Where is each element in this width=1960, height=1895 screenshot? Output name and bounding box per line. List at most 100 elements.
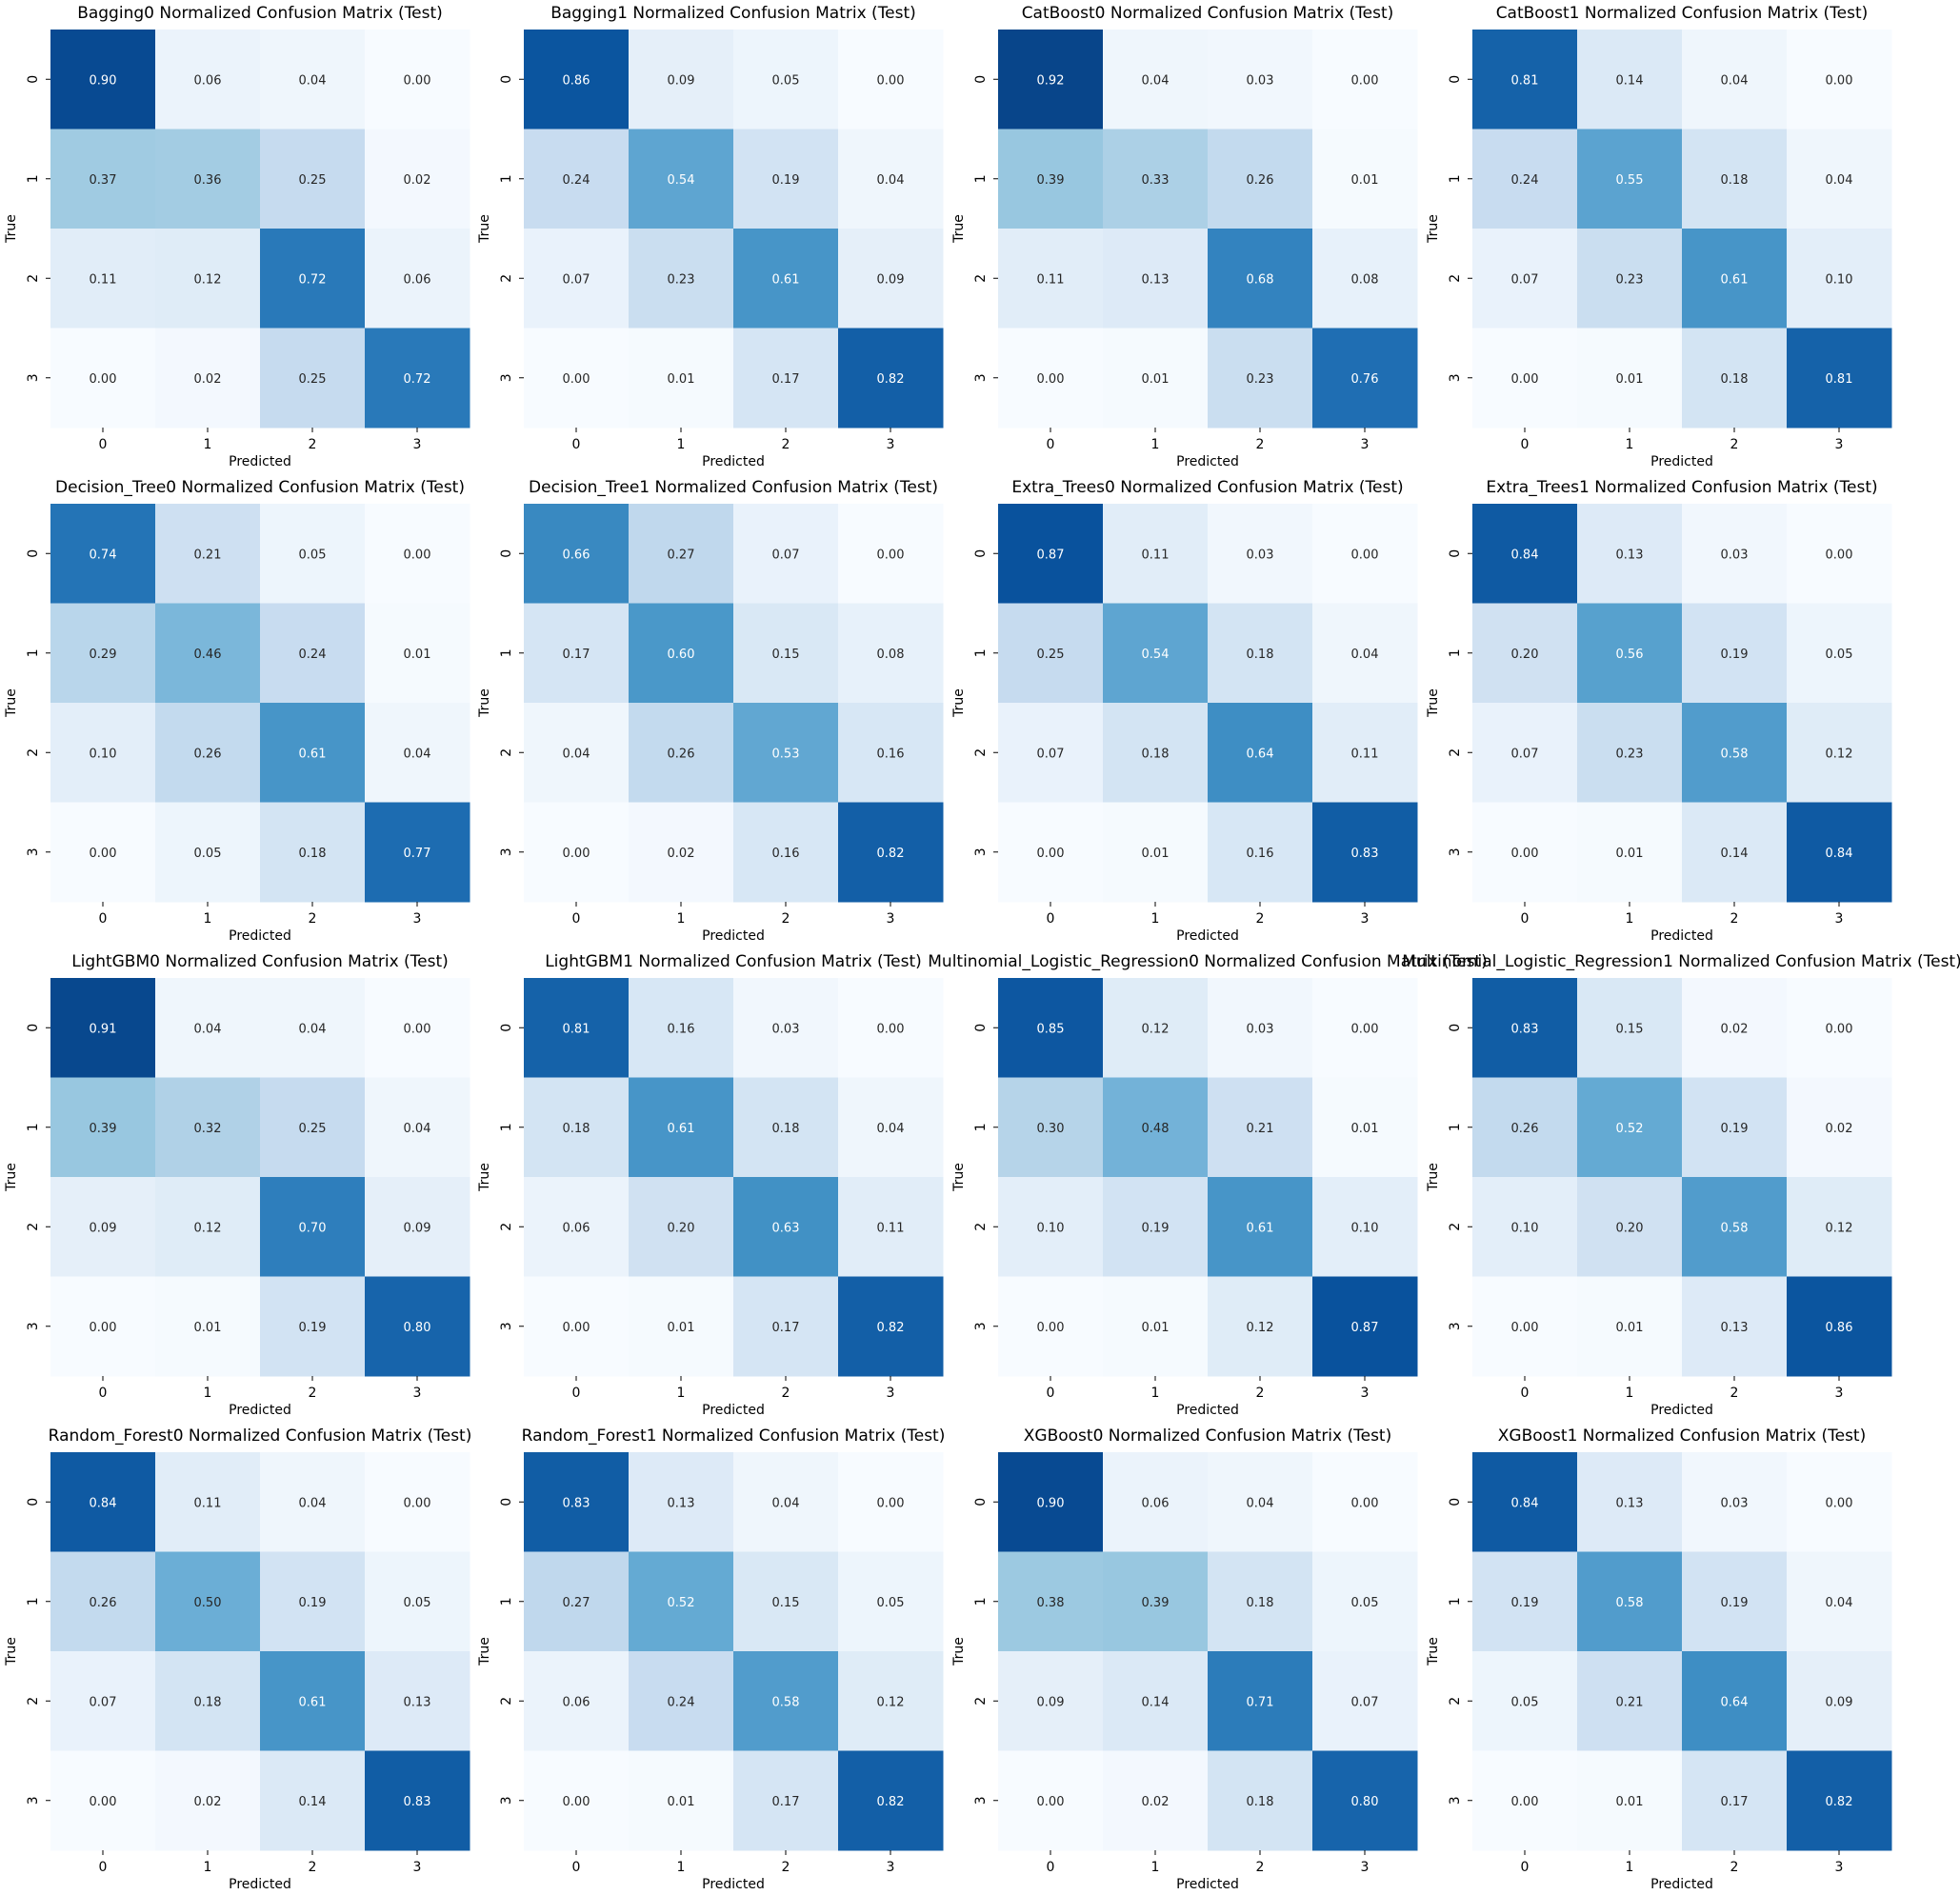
cell-value-label: 0.04 [1247,1496,1274,1510]
y-tick-label: 1 [26,174,41,183]
cell-value-label: 0.04 [299,73,327,88]
x-axis-label: Predicted [1176,1403,1239,1418]
heatmap-cell [998,504,1104,604]
heatmap-cell [50,802,156,903]
heatmap-cell [1577,129,1683,229]
heatmap-cell [50,504,156,604]
cell-value-label: 0.61 [668,1122,695,1136]
x-tick-label: 2 [1730,1386,1739,1401]
cell-value-label: 0.61 [299,747,327,761]
cell-value-label: 0.91 [90,1022,117,1036]
heatmap-cell [365,1750,470,1851]
cell-value-label: 0.03 [772,1022,800,1036]
cell-value-label: 0.72 [299,272,327,287]
chart-title: LightGBM0 Normalized Confusion Matrix (T… [71,952,449,971]
y-tick-label: 1 [26,1123,41,1131]
y-axis-label: True [951,214,967,244]
cell-value-label: 0.00 [1351,1022,1379,1036]
y-tick-label: 3 [1448,848,1463,856]
cell-value-label: 0.83 [404,1795,431,1809]
heatmap-cell [155,1276,261,1377]
heatmap-cell [1577,1651,1683,1751]
cell-value-label: 0.90 [90,73,117,88]
x-tick-label: 3 [1361,1860,1370,1875]
heatmap-cell [1787,30,1892,130]
cell-value-label: 0.87 [1351,1321,1379,1335]
heatmap-cell [260,703,366,803]
cell-value-label: 0.16 [1247,847,1274,861]
x-tick-label: 2 [782,1860,790,1875]
heatmap-cell [838,1551,944,1652]
heatmap-cell [1787,1077,1892,1178]
heatmap-cell [1103,328,1209,429]
y-tick-label: 1 [1448,1597,1463,1606]
heatmap-cell [1103,802,1209,903]
heatmap-cell [1787,1551,1892,1652]
cell-value-label: 0.68 [1247,272,1274,287]
cell-value-label: 0.39 [1037,173,1065,188]
cell-value-label: 0.84 [90,1496,117,1510]
heatmap-cell [733,703,839,803]
heatmap-cell [1103,504,1209,604]
heatmap-cell [1472,1551,1578,1652]
y-tick-label: 0 [26,75,41,84]
heatmap-cell [998,802,1104,903]
heatmap-cell [629,229,734,329]
cell-value-label: 0.81 [563,1022,590,1036]
y-tick-label: 1 [973,1597,989,1606]
cell-value-label: 0.00 [404,1022,431,1036]
x-tick-label: 1 [1151,1386,1160,1401]
heatmap-cell [50,1750,156,1851]
cell-value-label: 0.26 [668,747,695,761]
heatmap-cell [365,1452,470,1552]
cell-value-label: 0.00 [404,73,431,88]
cell-value-label: 0.19 [1142,1221,1170,1235]
heatmap-cell [1577,1551,1683,1652]
heatmap-cell [1577,30,1683,130]
cell-value-label: 0.64 [1721,1695,1749,1709]
chart-title: CatBoost1 Normalized Confusion Matrix (T… [1496,4,1869,23]
heatmap-cell [629,802,734,903]
cell-value-label: 0.87 [1037,548,1065,562]
cell-value-label: 0.09 [877,272,905,287]
x-tick-label: 1 [204,1860,212,1875]
heatmap-cell [998,328,1104,429]
cell-value-label: 0.00 [563,847,590,861]
x-tick-label: 3 [1835,437,1844,452]
heatmap-cell [365,1177,470,1277]
cell-value-label: 0.27 [563,1596,590,1610]
y-axis-label: True [1426,688,1441,718]
x-tick-label: 3 [1835,1860,1844,1875]
cell-value-label: 0.01 [1142,847,1170,861]
heatmap-cell [1577,1077,1683,1178]
heatmap-cell [260,229,366,329]
y-tick-label: 1 [1448,1123,1463,1131]
y-tick-label: 2 [1448,1223,1463,1231]
heatmap-cell [733,1077,839,1178]
cell-value-label: 0.17 [772,372,800,387]
cell-value-label: 0.81 [1826,372,1853,387]
cell-value-label: 0.54 [668,173,695,188]
y-tick-label: 3 [26,1322,41,1330]
heatmap-cell [524,703,630,803]
x-axis-label: Predicted [702,1877,765,1892]
heatmap-cell [155,129,261,229]
cell-value-label: 0.13 [1142,272,1170,287]
cell-value-label: 0.01 [1142,372,1170,387]
cell-value-label: 0.04 [1142,73,1170,88]
heatmap-cell [1312,978,1418,1078]
chart-title: LightGBM1 Normalized Confusion Matrix (T… [545,952,922,971]
chart-title: Random_Forest0 Normalized Confusion Matr… [49,1426,472,1446]
y-tick-label: 2 [973,1697,989,1706]
x-tick-label: 3 [1835,911,1844,927]
y-tick-label: 0 [973,75,989,84]
chart-title: Decision_Tree0 Normalized Confusion Matr… [55,478,465,497]
y-tick-label: 0 [499,1498,514,1506]
heatmap-cell [155,703,261,803]
chart-title: Bagging0 Normalized Confusion Matrix (Te… [77,4,443,23]
cell-value-label: 0.00 [563,1795,590,1809]
heatmap-cell [365,129,470,229]
heatmap-cell [1208,603,1313,704]
cell-value-label: 0.00 [1037,847,1065,861]
